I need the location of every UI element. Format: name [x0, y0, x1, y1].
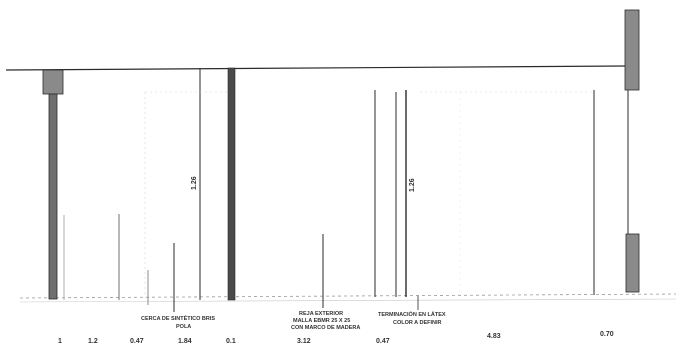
note-2-line-1: REJA EXTERIOR	[299, 311, 343, 317]
note-3-line-1: TERMINACIÓN EN LÁTEX	[378, 310, 446, 318]
dim-4: 1.84	[178, 338, 192, 345]
dim-3: 0.47	[130, 338, 144, 345]
dim-9: 0.70	[600, 331, 614, 338]
dim-7: 0.47	[376, 338, 390, 345]
note-1-line-1: CERCA DE SINTÉTICO BRIS	[141, 314, 215, 322]
dim-2: 1.2	[88, 338, 98, 345]
note-1-line-2: POLA	[176, 324, 191, 330]
height-label-1: 1.26	[191, 176, 198, 190]
height-label-2: 1.26	[409, 178, 416, 192]
note-3-line-2: COLOR A DEFINIR	[393, 320, 442, 326]
dim-5: 0.1	[226, 338, 236, 345]
note-2-line-2: MALLA EBMR 25 X 25	[293, 318, 350, 324]
top-line	[5, 65, 627, 71]
left-post	[48, 93, 58, 300]
note-2-line-3: CON MARCO DE MADERA	[291, 325, 360, 331]
left-post-cap	[42, 69, 64, 95]
right-post-top	[624, 9, 640, 91]
base-line	[19, 293, 677, 299]
dim-1: 1	[58, 338, 62, 345]
right-post-bottom	[625, 233, 640, 293]
dim-6: 3.12	[297, 338, 311, 345]
center-post	[227, 67, 236, 301]
base-line-2	[19, 298, 677, 303]
dim-8: 4.83	[487, 333, 501, 340]
